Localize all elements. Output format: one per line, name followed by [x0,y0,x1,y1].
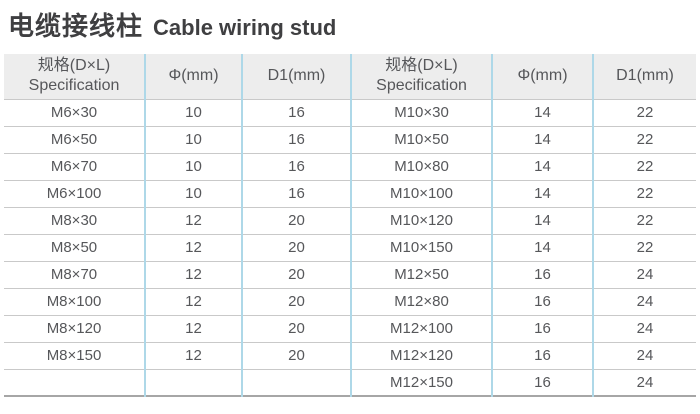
d1-cell: 20 [241,314,351,342]
phi-cell: 14 [491,152,593,180]
col-header-spec-right-en: Specification [376,77,467,95]
col-header-spec-right-zh: 规格(D×L) [385,57,458,75]
table-row: M6×70 10 16 M10×80 14 22 [4,152,696,180]
spec-cell: M10×50 [350,125,492,153]
spec-cell: M12×120 [350,341,492,369]
col-header-spec-right: 规格(D×L) Specification [350,54,492,100]
d1-cell: 16 [241,99,351,126]
spec-cell: M10×100 [350,179,492,207]
d1-cell: 22 [592,125,696,153]
d1-cell: 22 [592,179,696,207]
phi-cell: 10 [144,99,242,126]
spec-table: 规格(D×L) Specification Φ(mm) D1(mm) 规格(D×… [4,54,696,397]
col-header-phi-right: Φ(mm) [491,54,593,100]
spec-cell: M6×100 [4,179,145,207]
d1-cell: 20 [241,206,351,234]
col-header-d1-left: D1(mm) [241,54,351,100]
spec-cell: M6×70 [4,152,145,180]
phi-cell: 12 [144,206,242,234]
d1-cell [241,368,351,396]
spec-cell [4,368,145,396]
d1-cell: 22 [592,152,696,180]
page-title: 电缆接线柱 Cable wiring stud [8,6,700,43]
col-header-phi-left: Φ(mm) [144,54,242,100]
spec-cell: M10×150 [350,233,492,261]
phi-cell [144,368,242,396]
phi-cell: 12 [144,314,242,342]
spec-cell: M10×80 [350,152,492,180]
phi-cell: 14 [491,233,593,261]
d1-cell: 22 [592,206,696,234]
d1-cell: 22 [592,233,696,261]
table-row: M8×150 12 20 M12×120 16 24 [4,341,696,369]
phi-cell: 16 [491,368,593,396]
spec-cell: M6×30 [50,104,98,121]
table-row: M8×70 12 20 M12×50 16 24 [4,260,696,288]
col-header-spec-left-en: Specification [28,77,120,95]
col-header-d1-right: D1(mm) [592,54,696,100]
phi-cell: 14 [491,206,593,234]
spec-cell: M12×50 [350,260,492,288]
phi-cell: 16 [491,314,593,342]
phi-cell: 16 [491,287,593,315]
spec-cell: M6×50 [4,125,145,153]
phi-cell: 10 [144,152,242,180]
phi-cell: 16 [491,341,593,369]
phi-cell: 12 [144,233,242,261]
spec-cell: M12×80 [350,287,492,315]
phi-cell: 10 [144,125,242,153]
d1-cell: 24 [592,287,696,315]
d1-cell: 22 [592,99,696,126]
table-row: M12×150 16 24 [4,368,696,396]
spec-cell: M8×120 [4,314,145,342]
d1-cell: 20 [241,233,351,261]
spec-cell: M12×150 [350,368,492,396]
phi-cell: 14 [491,125,593,153]
d1-cell: 16 [241,179,351,207]
spec-cell: M8×100 [4,287,145,315]
header-row: 规格(D×L) Specification Φ(mm) D1(mm) 规格(D×… [4,54,696,100]
table-row: M6×30 10 16 M10×30 14 22 [4,99,696,126]
table-row: M6×50 10 16 M10×50 14 22 [4,125,696,153]
table-row: M6×100 10 16 M10×100 14 22 [4,179,696,207]
table-row: M8×50 12 20 M10×150 14 22 [4,233,696,261]
spec-cell: M10×30 [350,99,492,126]
table-row: M8×100 12 20 M12×80 16 24 [4,287,696,315]
col-header-spec-left: 规格(D×L) Specification [4,54,145,100]
table-row: M8×30 12 20 M10×120 14 22 [4,206,696,234]
d1-cell: 24 [592,341,696,369]
d1-cell: 20 [241,260,351,288]
phi-cell: 14 [491,179,593,207]
spec-cell: M10×120 [350,206,492,234]
d1-cell: 16 [241,125,351,153]
spec-cell: M12×100 [350,314,492,342]
phi-cell: 10 [144,179,242,207]
phi-cell: 12 [144,287,242,315]
page-title-zh: 电缆接线柱 [8,11,144,41]
spec-cell: M8×50 [4,233,145,261]
d1-cell: 24 [592,260,696,288]
spec-cell: M8×150 [4,341,145,369]
phi-cell: 14 [491,99,593,126]
d1-cell: 24 [592,314,696,342]
phi-cell: 12 [144,341,242,369]
spec-table-body: M6×30 10 16 M10×30 14 22 M6×50 10 16 M10×50 14 22 M6… [4,99,696,396]
page-title-en: Cable wiring stud [153,15,337,40]
col-header-spec-left-zh: 规格(D×L) [37,57,111,75]
phi-cell: 12 [144,260,242,288]
phi-cell: 16 [491,260,593,288]
spec-cell: M8×30 [4,206,145,234]
spec-cell: M8×70 [4,260,145,288]
d1-cell: 24 [592,368,696,396]
table-row: M8×120 12 20 M12×100 16 24 [4,314,696,342]
spec-table-header: 规格(D×L) Specification Φ(mm) D1(mm) 规格(D×… [4,54,696,100]
d1-cell: 20 [241,341,351,369]
d1-cell: 20 [241,287,351,315]
d1-cell: 16 [241,152,351,180]
